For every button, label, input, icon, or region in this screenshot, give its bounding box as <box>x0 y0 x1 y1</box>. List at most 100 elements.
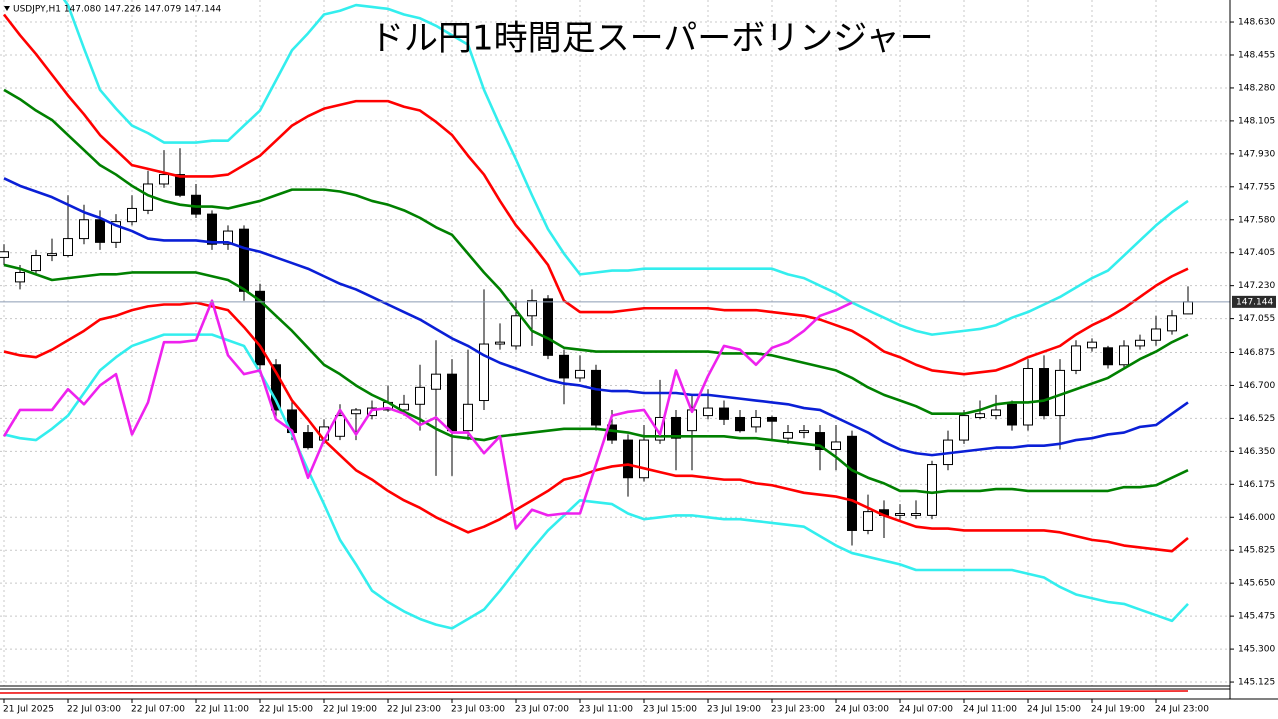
candle-body <box>735 416 745 432</box>
candle-body <box>63 238 73 257</box>
candle-body <box>95 219 105 243</box>
x-tick-label: 21 Jul 2025 <box>3 705 54 715</box>
candle-body <box>0 251 9 258</box>
candle-body <box>1103 347 1113 366</box>
x-tick-label: 22 Jul 19:00 <box>323 705 377 715</box>
candle-body <box>847 435 857 531</box>
header-label: USDJPY,H1 147.080 147.226 147.079 147.14… <box>13 5 222 15</box>
candle-body <box>959 415 969 441</box>
y-tick-label: 145.300 <box>1238 645 1275 655</box>
candle-body <box>1071 345 1081 371</box>
y-tick-label: 147.055 <box>1238 314 1275 324</box>
y-tick-label: 148.105 <box>1238 116 1275 126</box>
x-tick-label: 23 Jul 19:00 <box>707 705 761 715</box>
candle-body <box>831 441 841 450</box>
x-tick-label: 22 Jul 15:00 <box>259 705 313 715</box>
band-line <box>3 263 1189 495</box>
y-tick-label: 146.350 <box>1238 447 1275 457</box>
x-tick-label: 24 Jul 11:00 <box>963 705 1017 715</box>
header-icon <box>4 6 10 11</box>
candle-body <box>223 230 233 245</box>
candle-body <box>207 213 217 245</box>
candle-body <box>351 409 361 415</box>
candle-body <box>591 369 601 426</box>
x-tick-label: 24 Jul 03:00 <box>835 705 889 715</box>
candle-body <box>399 403 409 411</box>
band-line <box>62 0 1189 336</box>
candle-body <box>671 416 681 439</box>
candle-body <box>175 174 185 196</box>
y-tick-label: 147.930 <box>1238 149 1275 159</box>
x-tick-label: 23 Jul 03:00 <box>451 705 505 715</box>
candle-body <box>639 439 649 479</box>
candle-body <box>623 439 633 479</box>
x-tick-label: 22 Jul 07:00 <box>131 705 185 715</box>
candle-body <box>447 373 457 432</box>
y-tick-label: 146.000 <box>1238 513 1275 523</box>
candle-body <box>111 221 121 243</box>
candle-body <box>191 194 201 215</box>
x-tick-label: 24 Jul 23:00 <box>1155 705 1209 715</box>
y-tick-label: 145.825 <box>1238 546 1275 556</box>
y-tick-label: 145.650 <box>1238 579 1275 589</box>
candle-body <box>47 253 57 257</box>
x-tick-label: 24 Jul 19:00 <box>1091 705 1145 715</box>
band-line <box>2 299 853 530</box>
candle-body <box>79 219 89 240</box>
candle-body <box>1119 345 1129 366</box>
price-label-box <box>1232 295 1276 308</box>
candle-body <box>703 407 713 417</box>
candle-body <box>303 432 313 449</box>
y-tick-label: 146.700 <box>1238 381 1275 391</box>
band-line <box>3 301 1189 553</box>
band-line <box>3 88 1189 416</box>
y-tick-label: 145.475 <box>1238 612 1275 622</box>
band-line <box>3 177 1189 457</box>
price-label: 147.144 <box>1236 297 1273 307</box>
candle-body <box>159 174 169 185</box>
candle-body <box>271 364 281 411</box>
subwindow-line <box>0 690 1189 694</box>
candle-body <box>991 409 1001 417</box>
candle-body <box>1167 315 1177 332</box>
candle-body <box>895 513 905 516</box>
candle-body <box>751 416 761 428</box>
band-line <box>3 333 1189 630</box>
x-tick-label: 23 Jul 23:00 <box>771 705 825 715</box>
candle-body <box>975 413 985 418</box>
candle-body <box>255 290 265 366</box>
y-tick-label: 147.755 <box>1238 182 1275 192</box>
candle-body <box>335 415 345 437</box>
candle-body <box>815 432 825 450</box>
x-tick-label: 22 Jul 11:00 <box>195 705 249 715</box>
candle-body <box>911 513 921 516</box>
x-tick-label: 24 Jul 15:00 <box>1027 705 1081 715</box>
candle-body <box>527 300 537 317</box>
candle-body <box>239 228 249 292</box>
y-tick-label: 148.280 <box>1238 83 1275 93</box>
candle-body <box>1007 403 1017 426</box>
grid <box>0 0 1230 686</box>
band-line <box>2 13 1189 376</box>
candle-body <box>1087 341 1097 349</box>
candle-body <box>15 271 25 283</box>
x-tick-label: 23 Jul 11:00 <box>579 705 633 715</box>
candle-body <box>431 373 441 390</box>
y-tick-label: 146.875 <box>1238 348 1275 358</box>
candle-body <box>1151 328 1161 341</box>
candle-body <box>31 255 41 272</box>
candle-body <box>543 298 553 356</box>
y-tick-label: 147.405 <box>1238 248 1275 258</box>
x-tick-label: 24 Jul 07:00 <box>899 705 953 715</box>
x-tick-label: 22 Jul 03:00 <box>67 705 121 715</box>
candle-body <box>783 432 793 439</box>
y-tick-label: 146.525 <box>1238 414 1275 424</box>
candle-body <box>927 464 937 516</box>
candle-body <box>1023 368 1033 426</box>
candle-body <box>799 430 809 434</box>
candle-body <box>495 341 505 345</box>
candle-body <box>511 315 521 347</box>
y-tick-label: 146.175 <box>1238 480 1275 490</box>
y-tick-label: 148.455 <box>1238 50 1275 60</box>
